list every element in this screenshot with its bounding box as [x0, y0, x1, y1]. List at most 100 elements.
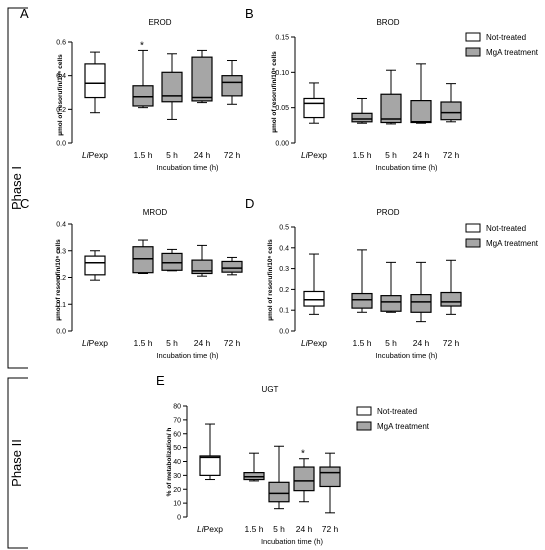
box-lipexp — [303, 82, 325, 124]
x-tick-label: 24 h — [413, 150, 430, 160]
panel-letter: B — [245, 6, 254, 21]
y-tick-label: 70 — [173, 417, 181, 424]
box-72-h — [221, 256, 243, 276]
panel-title: EROD — [148, 18, 171, 27]
iqr-box — [351, 292, 373, 309]
panel-b: B BROD 0.00 0.05 0.10 0.15 µmol of resorufin/1… — [245, 6, 539, 172]
legend-label-mga: MgA treatment — [486, 48, 539, 57]
iqr-box — [221, 75, 243, 97]
y-tick-label: 40 — [173, 459, 181, 466]
box-lipexp — [84, 51, 106, 114]
y-tick-label: 60 — [173, 431, 181, 438]
x-axis-label: Incubation time (h) — [156, 163, 219, 172]
phase-2-label: Phase II — [9, 439, 24, 487]
box-lipexp — [199, 423, 221, 481]
box-1-5-h — [132, 239, 154, 274]
iqr-box — [161, 71, 183, 103]
legend: Not-treated MgA treatment — [465, 223, 539, 248]
legend-label-not-treated: Not-treated — [486, 224, 526, 233]
panel-letter: D — [245, 196, 254, 211]
legend-label-not-treated: Not-treated — [486, 33, 526, 42]
box-1-5-h — [351, 249, 373, 313]
y-tick-label: 0 — [177, 515, 181, 522]
iqr-box — [132, 246, 154, 274]
box-1-5-h — [132, 49, 154, 109]
panel-d: D PROD 0.0 0.1 0.2 0.3 0.4 0.5 µmol of resorufin… — [245, 196, 539, 360]
x-tick-label: 24 h — [194, 150, 211, 160]
x-tick-label: 24 h — [413, 338, 430, 348]
y-tick-label: 0.0 — [56, 141, 66, 148]
box-5-h — [380, 69, 402, 125]
y-tick-label: 0.2 — [56, 275, 66, 282]
y-axis-label: µmol of resorufin/10⁶ cells — [267, 239, 274, 321]
x-tick-label: 24 h — [194, 338, 211, 348]
y-axis-label: % of metabolization/ h — [166, 428, 173, 497]
iqr-box — [410, 99, 432, 124]
y-tick-label: 10 — [173, 501, 181, 508]
panel-title: PROD — [376, 208, 399, 217]
legend-swatch-not-treated — [465, 32, 481, 42]
iqr-box — [351, 112, 373, 123]
y-tick-label: 0.2 — [279, 287, 289, 294]
y-tick-label: 0.4 — [56, 73, 66, 80]
x-tick-label: 5 h — [273, 524, 285, 534]
y-tick-label: 0.6 — [56, 40, 66, 47]
box-5-h — [161, 248, 183, 272]
panel-c: C MROD 0.0 0.1 0.2 0.3 0.4 µmol of resorufin/10… — [20, 196, 243, 360]
x-axis-label: Incubation time (h) — [375, 351, 438, 360]
box-24-h — [191, 49, 213, 104]
x-axis-label: Incubation time (h) — [375, 163, 438, 172]
panel-title: UGT — [262, 385, 279, 394]
phase-brackets — [7, 7, 28, 549]
box-72-h — [440, 83, 462, 123]
iqr-box — [161, 252, 183, 271]
x-axis-label: Incubation time (h) — [261, 537, 324, 546]
y-axis-label: µmol of resorufin/10⁶ cells — [55, 239, 62, 321]
x-tick-label: 72 h — [322, 524, 339, 534]
x-tick-label: 72 h — [443, 150, 460, 160]
box-24-h — [410, 63, 432, 124]
iqr-box — [380, 93, 402, 124]
iqr-box — [380, 295, 402, 312]
x-tick-label: 5 h — [385, 150, 397, 160]
y-tick-label: 0.5 — [279, 225, 289, 232]
y-tick-label: 0.00 — [275, 141, 289, 148]
y-tick-label: 80 — [173, 404, 181, 411]
x-tick-label: LiPexp — [301, 338, 327, 348]
significance-marker: * — [301, 449, 305, 460]
panel-title: MROD — [143, 208, 168, 217]
legend-swatch-mga — [465, 47, 481, 57]
x-tick-label: 1.5 h — [245, 524, 264, 534]
box-lipexp — [84, 250, 106, 281]
panel-title: BROD — [376, 18, 399, 27]
iqr-box — [440, 291, 462, 307]
box-24-h — [191, 244, 213, 277]
y-axis-label: µmol of resorufin/10⁶ cells — [271, 51, 278, 133]
panel-letter: A — [20, 6, 29, 21]
x-tick-label: 1.5 h — [353, 338, 372, 348]
y-tick-label: 0.3 — [56, 248, 66, 255]
iqr-box — [303, 97, 325, 119]
x-tick-label: 1.5 h — [134, 150, 153, 160]
x-tick-label: 5 h — [385, 338, 397, 348]
x-tick-label: 5 h — [166, 150, 178, 160]
x-tick-label: LiPexp — [197, 524, 223, 534]
panel-letter: C — [20, 196, 29, 211]
x-tick-label: 5 h — [166, 338, 178, 348]
x-tick-label: 1.5 h — [353, 150, 372, 160]
y-tick-label: 30 — [173, 473, 181, 480]
y-tick-label: 0.1 — [279, 308, 289, 315]
y-tick-label: 0.4 — [279, 245, 289, 252]
legend-swatch-mga — [356, 421, 372, 431]
legend-label-not-treated: Not-treated — [377, 407, 417, 416]
x-tick-label: 72 h — [224, 150, 241, 160]
legend-swatch-not-treated — [356, 406, 372, 416]
x-axis-label: Incubation time (h) — [156, 351, 219, 360]
y-tick-label: 20 — [173, 487, 181, 494]
panel-e: E UGT 0 10 20 30 40 50 60 70 80 % of metabolization… — [156, 373, 430, 546]
box-24-h — [410, 261, 432, 323]
significance-marker: * — [140, 40, 144, 51]
box-5-h — [161, 53, 183, 120]
iqr-box — [319, 466, 341, 488]
panels: A EROD 0.0 0.2 0.4 0.6 µmol of resorufin/10⁶ c… — [20, 6, 539, 546]
